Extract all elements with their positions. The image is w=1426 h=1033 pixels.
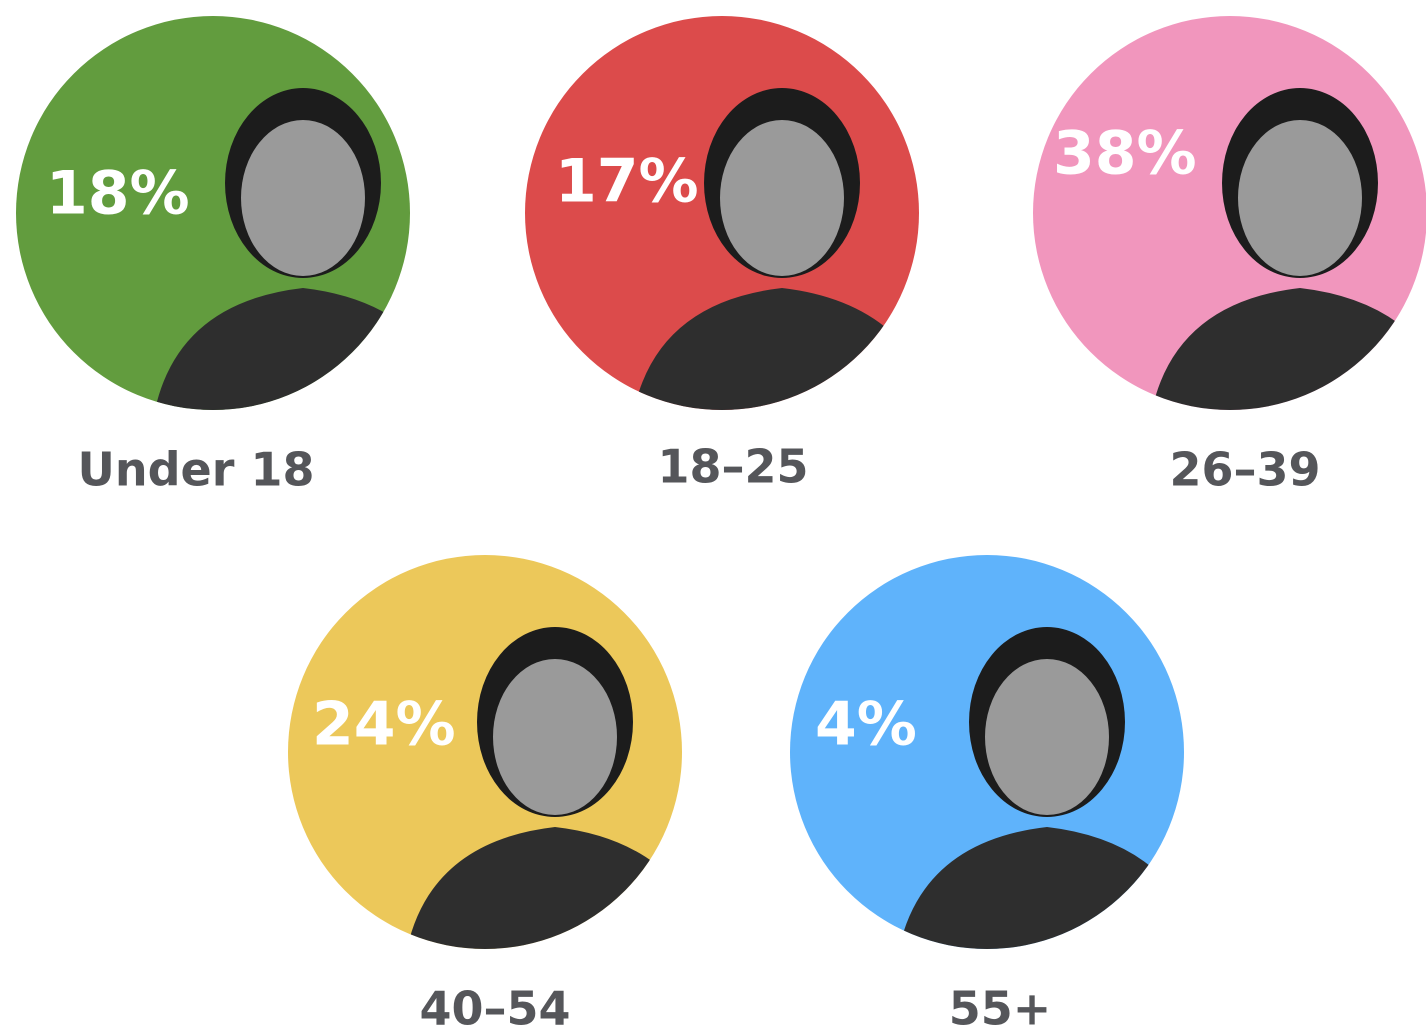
- portrait: 18%: [16, 16, 463, 420]
- percent-label: 18%: [46, 159, 190, 229]
- portrait: 17%: [525, 16, 942, 420]
- person-face: [493, 659, 617, 815]
- percent-label: 17%: [555, 147, 699, 217]
- portrait: 24%: [288, 555, 715, 959]
- percent-label: 38%: [1053, 119, 1197, 189]
- person-face: [241, 120, 365, 276]
- person-face: [1238, 120, 1362, 276]
- chart: 18% Under 18 17% 18–25 38% 26–39 24% 40–54 4% 55+: [0, 0, 1426, 1033]
- percent-label: 4%: [815, 690, 917, 760]
- person-face: [720, 120, 844, 276]
- category-label: 40–54: [419, 982, 570, 1033]
- category-label: 55+: [949, 982, 1052, 1033]
- category-label: 18–25: [657, 440, 808, 494]
- portrait: 38%: [1033, 16, 1426, 420]
- portrait: 4%: [790, 555, 1207, 959]
- category-label: 26–39: [1169, 443, 1320, 497]
- page: {"chart_data": {"type": "pictogram", "ca…: [0, 0, 1426, 1033]
- percent-label: 24%: [312, 690, 456, 760]
- category-label: Under 18: [78, 443, 315, 497]
- person-face: [985, 659, 1109, 815]
